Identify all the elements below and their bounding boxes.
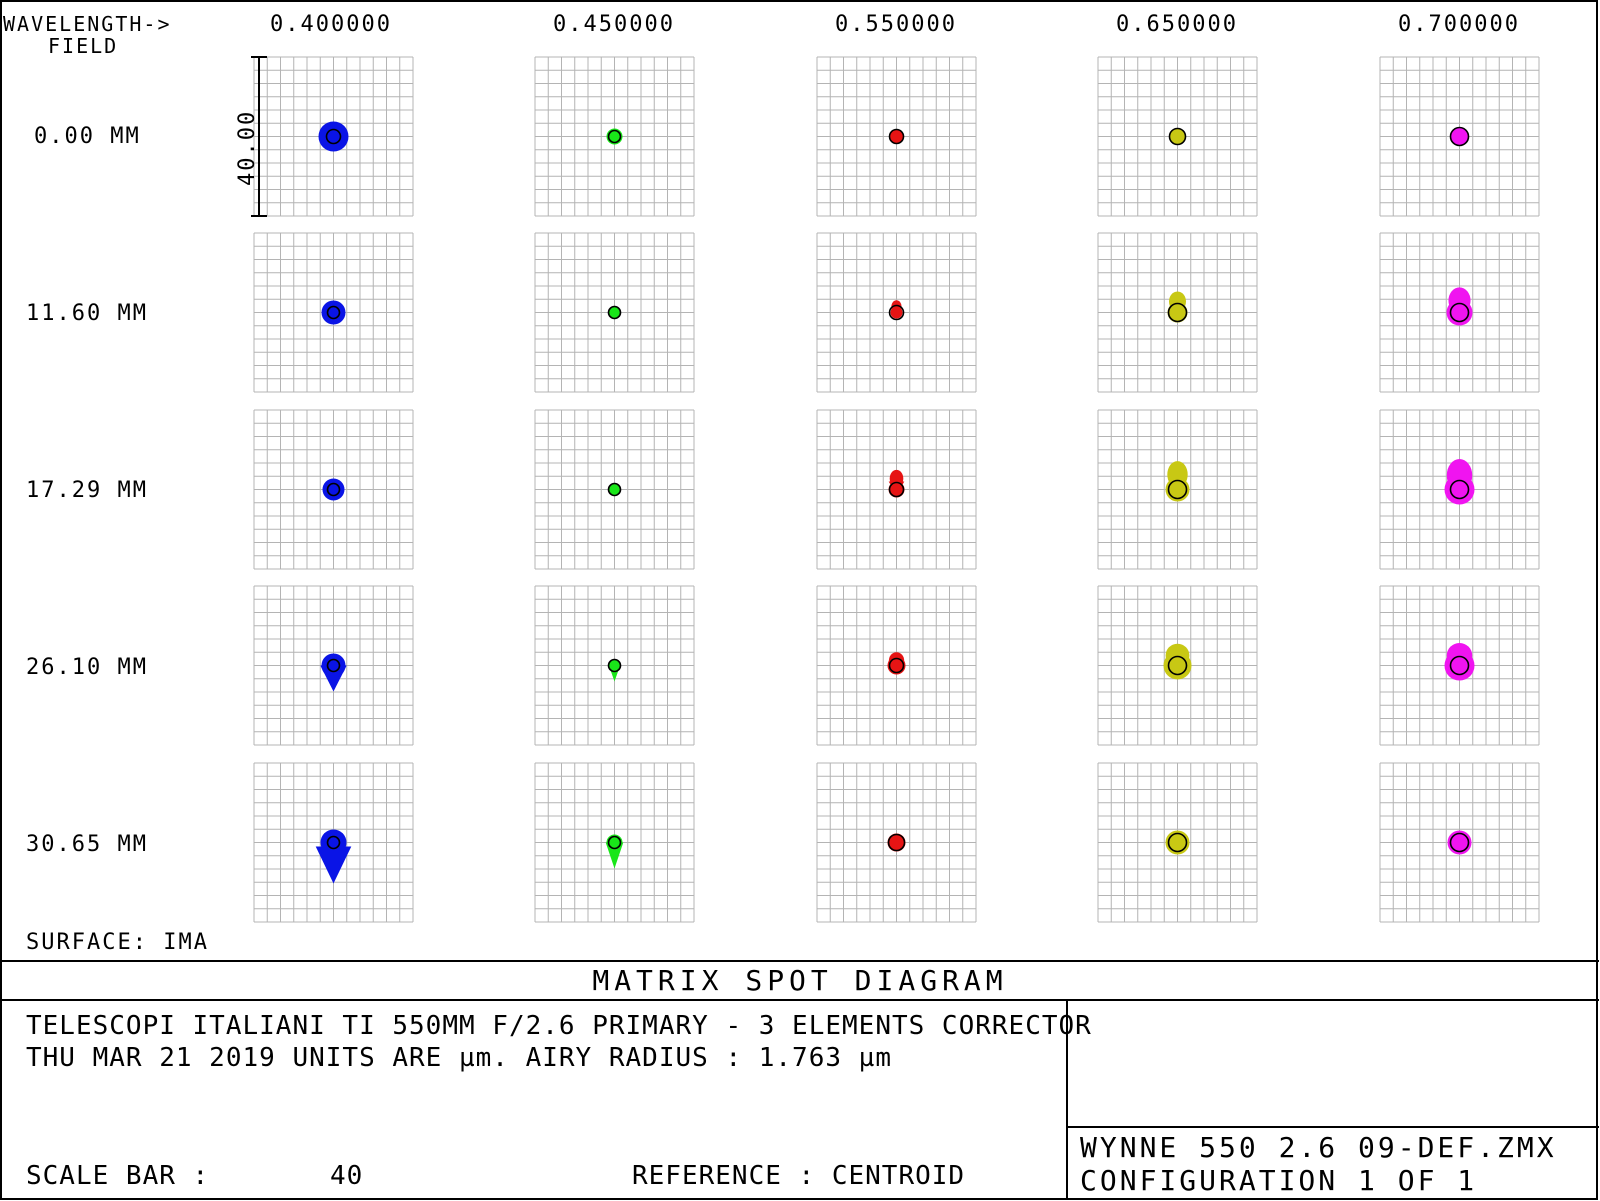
- spot-cell: [1097, 762, 1258, 923]
- surface-label: SURFACE: IMA: [26, 930, 209, 955]
- spot-cell: [534, 232, 695, 393]
- configuration-label: CONFIGURATION 1 OF 1: [1080, 1164, 1477, 1197]
- reference-label: REFERENCE : CENTROID: [632, 1161, 965, 1191]
- spot-points: [1167, 302, 1188, 323]
- airy-disk-circle: [1167, 302, 1188, 323]
- spot-cell: [816, 56, 977, 217]
- spot-points: [1163, 651, 1192, 680]
- spot-cell: [534, 585, 695, 746]
- spot-points: [320, 829, 347, 856]
- airy-disk-circle: [888, 657, 905, 674]
- airy-disk-circle: [607, 835, 622, 850]
- airy-disk-circle: [888, 481, 905, 498]
- spot-points: [322, 478, 345, 501]
- airy-disk-circle: [326, 658, 341, 673]
- wavelength-label: 0.450000: [553, 12, 675, 37]
- spot-points: [321, 653, 346, 678]
- spot-cell: [253, 232, 414, 393]
- spot-points: [889, 129, 904, 144]
- spot-matrix: [253, 56, 1540, 923]
- spot-points: [1444, 650, 1475, 681]
- airy-disk-circle: [607, 129, 622, 144]
- spot-points: [608, 306, 621, 319]
- spot-cell: [534, 762, 695, 923]
- spot-points: [1444, 474, 1475, 505]
- airy-disk-circle: [325, 128, 342, 145]
- spot-points: [318, 121, 349, 152]
- wavelength-label: 0.700000: [1398, 12, 1520, 37]
- spot-cell: [1097, 585, 1258, 746]
- field-label: 30.65 MM: [26, 832, 148, 857]
- airy-disk-circle: [1168, 127, 1187, 146]
- airy-disk-circle: [1167, 655, 1188, 676]
- spot-tail: [315, 846, 352, 884]
- spot-points: [888, 481, 905, 498]
- spot-cell: [1379, 56, 1540, 217]
- wavelength-label: 0.650000: [1116, 12, 1238, 37]
- spot-cell: [1379, 762, 1540, 923]
- airy-disk-circle: [326, 835, 341, 850]
- spot-cell: [1097, 232, 1258, 393]
- scale-bar-caption: SCALE BAR :: [26, 1161, 209, 1191]
- airy-disk-circle: [887, 833, 906, 852]
- airy-disk-circle: [607, 482, 622, 497]
- airy-disk-circle: [1167, 479, 1188, 500]
- airy-disk-circle: [607, 658, 622, 673]
- spot-cell: [534, 409, 695, 570]
- airy-disk-circle: [326, 305, 341, 320]
- spot-points: [887, 833, 906, 852]
- airy-disk-circle: [607, 305, 622, 320]
- spot-cell: [816, 585, 977, 746]
- wavelength-label: 0.400000: [270, 12, 392, 37]
- spot-cell: [1379, 585, 1540, 746]
- field-label: 11.60 MM: [26, 301, 148, 326]
- spot-points: [1450, 127, 1469, 146]
- airy-disk-circle: [1167, 832, 1188, 853]
- spot-points: [1169, 128, 1186, 145]
- field-label: 17.29 MM: [26, 478, 148, 503]
- spot-cell: [1097, 409, 1258, 570]
- airy-disk-circle: [1449, 655, 1470, 676]
- spot-cell: [253, 56, 414, 217]
- spot-points: [321, 300, 346, 325]
- spot-cell: [816, 232, 977, 393]
- airy-disk-circle: [1449, 479, 1470, 500]
- spot-cell: [816, 762, 977, 923]
- spot-cell: [1379, 232, 1540, 393]
- scale-bar: [251, 56, 267, 217]
- file-name: WYNNE 550 2.6 09-DEF.ZMX: [1080, 1131, 1557, 1164]
- scale-bar-label: 40.00: [235, 110, 260, 186]
- wavelength-header: WAVELENGTH->: [3, 12, 172, 36]
- spot-cell: [253, 409, 414, 570]
- field-header: FIELD: [48, 34, 118, 58]
- info-line-2: THU MAR 21 2019 UNITS ARE µm. AIRY RADIU…: [26, 1043, 892, 1073]
- spot-cell: [534, 56, 695, 217]
- spot-cell: [253, 585, 414, 746]
- airy-disk-circle: [1449, 832, 1470, 853]
- field-label: 0.00 MM: [34, 124, 141, 149]
- spot-cell: [253, 762, 414, 923]
- airy-disk-circle: [326, 482, 341, 497]
- field-label: 26.10 MM: [26, 655, 148, 680]
- info-line-1: TELESCOPI ITALIANI TI 550MM F/2.6 PRIMAR…: [26, 1011, 1092, 1041]
- airy-disk-circle: [1449, 126, 1470, 147]
- spot-cell: [816, 409, 977, 570]
- airy-disk-circle: [1449, 302, 1470, 323]
- diagram-title: MATRIX SPOT DIAGRAM: [592, 964, 1007, 997]
- spot-cell: [1379, 409, 1540, 570]
- airy-disk-circle: [888, 128, 905, 145]
- wavelength-label: 0.550000: [835, 12, 957, 37]
- spot-cell: [1097, 56, 1258, 217]
- scale-bar-value: 40: [330, 1161, 363, 1191]
- airy-disk-circle: [888, 304, 905, 321]
- spot-points: [890, 306, 903, 319]
- spot-points: [608, 483, 621, 496]
- spot-points: [608, 659, 621, 672]
